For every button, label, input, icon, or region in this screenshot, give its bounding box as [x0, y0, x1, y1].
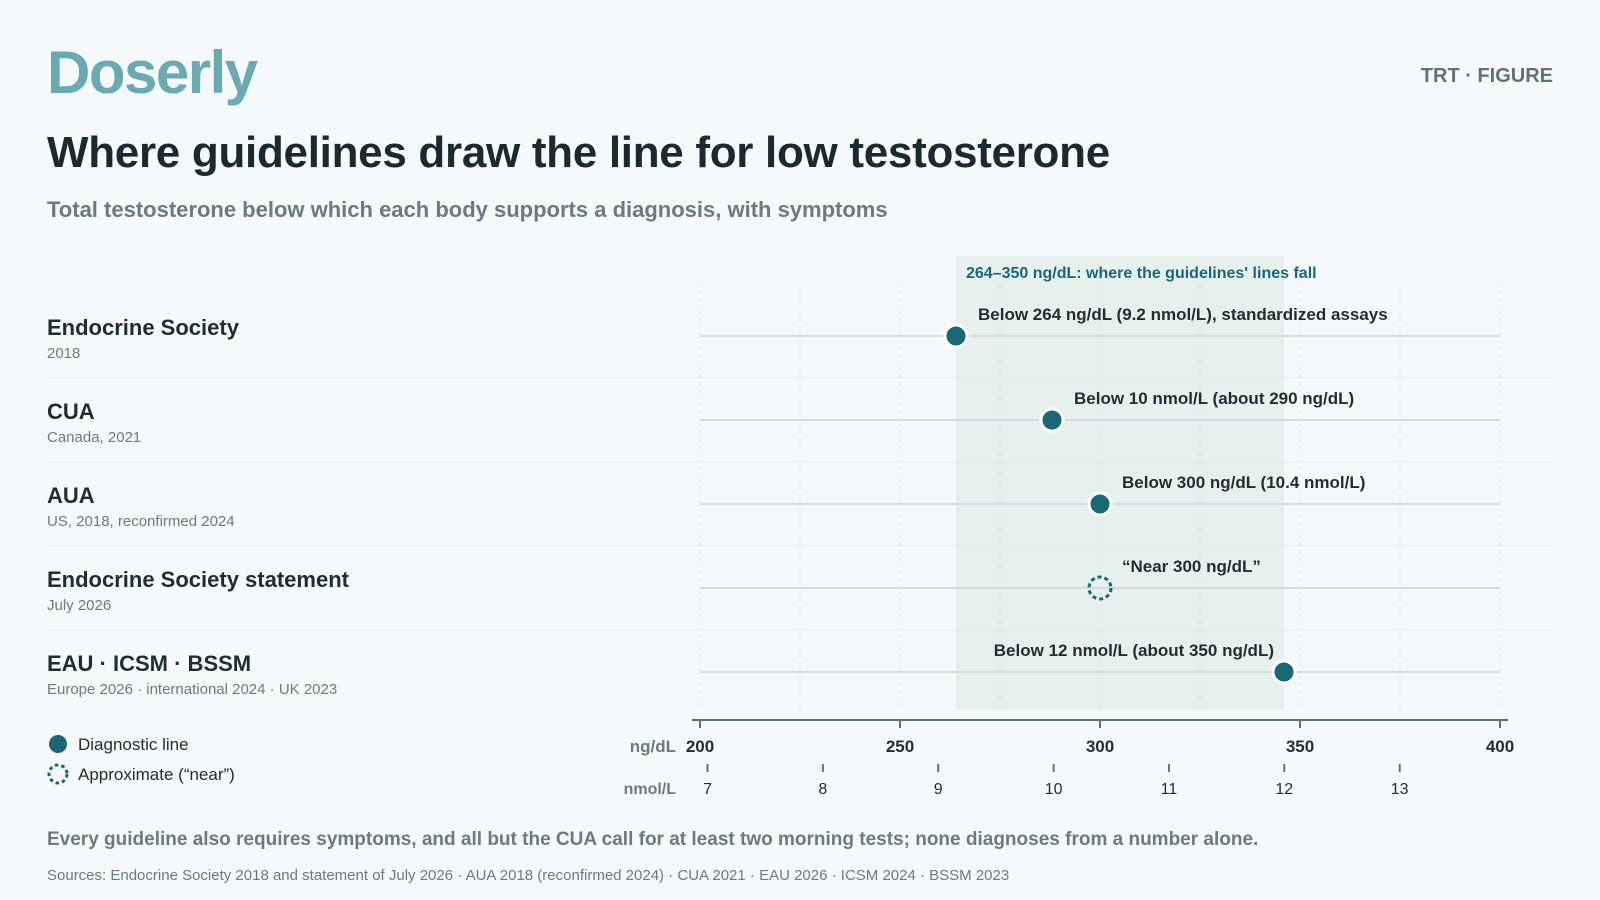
x2-tick-label: 7 [703, 781, 712, 798]
page-title: Where guidelines draw the line for low t… [47, 128, 1110, 177]
threshold-label: Below 300 ng/dL (10.4 nmol/L) [1122, 473, 1365, 492]
range-band-label: 264–350 ng/dL: where the guidelines' lin… [966, 265, 1317, 282]
row-detail: 2018 [47, 345, 80, 362]
brand-logo: Doserly [47, 39, 258, 106]
x-tick-label: 200 [686, 737, 714, 756]
x-axis-unit-primary: ng/dL [630, 737, 676, 756]
threshold-dot [943, 323, 969, 349]
row-detail: July 2026 [47, 597, 111, 614]
x2-tick-label: 10 [1045, 781, 1063, 798]
row-name: Endocrine Society [47, 315, 240, 340]
row-name: Endocrine Society statement [47, 567, 350, 592]
threshold-dot [1039, 407, 1065, 433]
row-detail: US, 2018, reconfirmed 2024 [47, 513, 235, 530]
x-tick-label: 300 [1086, 737, 1114, 756]
x-tick-label: 400 [1486, 737, 1514, 756]
row-detail: Europe 2026 · international 2024 · UK 20… [47, 681, 337, 698]
threshold-label: Below 10 nmol/L (about 290 ng/dL) [1074, 389, 1354, 408]
threshold-label: Below 264 ng/dL (9.2 nmol/L), standardiz… [978, 305, 1388, 324]
threshold-dot-approximate [1087, 575, 1113, 601]
x2-tick-label: 13 [1391, 781, 1409, 798]
legend-label: Approximate (“near”) [78, 765, 235, 784]
threshold-dot [1271, 659, 1297, 685]
sources-line: Sources: Endocrine Society 2018 and stat… [47, 867, 1010, 884]
x-tick-label: 350 [1286, 737, 1314, 756]
threshold-label: “Near 300 ng/dL” [1122, 557, 1261, 576]
row-name: EAU · ICSM · BSSM [47, 651, 251, 676]
threshold-dot [1087, 491, 1113, 517]
threshold-label: Below 12 nmol/L (about 350 ng/dL) [994, 641, 1274, 660]
legend-marker-dotted [47, 763, 69, 785]
page-subtitle: Total testosterone below which each body… [47, 197, 888, 222]
x2-tick-label: 11 [1161, 781, 1178, 798]
row-name: CUA [47, 399, 95, 424]
legend-label: Diagnostic line [78, 735, 189, 754]
row-name: AUA [47, 483, 95, 508]
x-axis-unit-secondary: nmol/L [624, 781, 677, 798]
x2-tick-label: 12 [1275, 781, 1293, 798]
x-tick-label: 250 [886, 737, 914, 756]
legend-marker-filled [49, 735, 67, 753]
footnote: Every guideline also requires symptoms, … [47, 829, 1259, 850]
range-band [956, 256, 1284, 710]
x2-tick-label: 8 [818, 781, 827, 798]
figure-tag: TRT · FIGURE [1420, 65, 1553, 87]
row-detail: Canada, 2021 [47, 429, 141, 446]
x2-tick-label: 9 [934, 781, 943, 798]
